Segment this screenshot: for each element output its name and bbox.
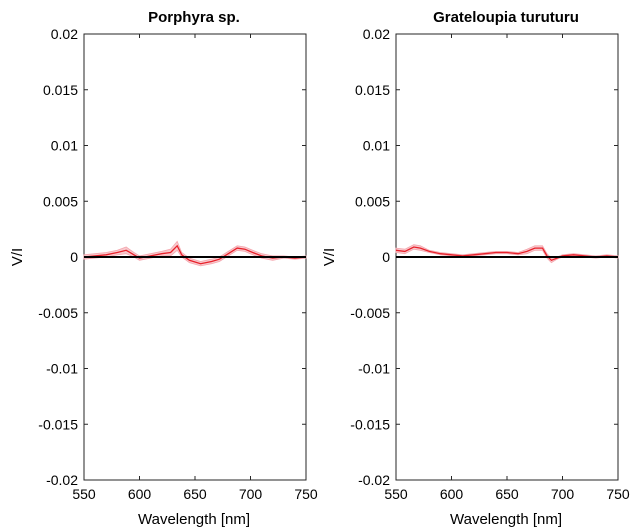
x-tick-label: 650 (495, 486, 519, 502)
x-tick-label: 700 (239, 486, 263, 502)
y-tick-label: 0.015 (355, 82, 390, 98)
y-tick-label: 0.005 (43, 193, 78, 209)
y-tick-label: 0.02 (51, 26, 78, 42)
y-tick-label: -0.01 (358, 361, 390, 377)
x-tick-label: 550 (384, 486, 408, 502)
y-tick-label: 0.02 (363, 26, 390, 42)
y-tick-label: -0.01 (46, 361, 78, 377)
series-band (396, 245, 618, 263)
panel-title: Grateloupia turuturu (433, 9, 579, 26)
x-tick-label: 600 (128, 486, 152, 502)
y-tick-label: -0.015 (350, 416, 390, 432)
y-axis-label: V/I (9, 248, 26, 266)
y-axis-label: V/I (321, 248, 338, 266)
y-tick-label: 0.01 (51, 138, 78, 154)
x-tick-label: 700 (551, 486, 575, 502)
panel-grateloupia: Grateloupia turuturu V/I Wavelength [nm]… (321, 9, 630, 528)
y-tick-label: 0 (70, 249, 78, 265)
panel-porphyra: Porphyra sp. V/I Wavelength [nm] 0.02 0.0… (9, 9, 318, 528)
x-tick-label: 550 (72, 486, 96, 502)
x-axis-label: Wavelength [nm] (138, 511, 250, 528)
y-tick-label: 0 (382, 249, 390, 265)
y-tick-label: -0.005 (38, 305, 78, 321)
y-tick-label: 0.01 (363, 138, 390, 154)
panel-title: Porphyra sp. (148, 9, 240, 26)
y-tick-label: -0.015 (38, 416, 78, 432)
x-tick-label: 600 (440, 486, 464, 502)
y-tick-label: 0.005 (355, 193, 390, 209)
y-tick-label: 0.015 (43, 82, 78, 98)
x-tick-label: 750 (294, 486, 318, 502)
x-tick-label: 750 (606, 486, 630, 502)
x-tick-label: 650 (183, 486, 207, 502)
y-tick-label: -0.005 (350, 305, 390, 321)
x-axis-label: Wavelength [nm] (450, 511, 562, 528)
